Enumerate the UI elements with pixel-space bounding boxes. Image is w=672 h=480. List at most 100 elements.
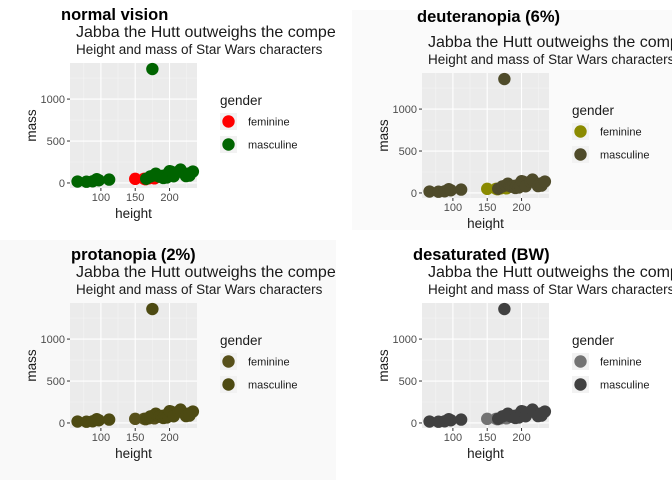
legend-swatch-feminine [222, 115, 235, 128]
x-axis-title: height [115, 206, 152, 221]
panel-label: normal vision [61, 6, 168, 24]
data-point-masculine [102, 413, 116, 426]
legend: gender feminine masculine [572, 103, 650, 163]
y-tick-label: 1000 [393, 334, 417, 346]
data-point-feminine [129, 412, 142, 426]
legend-label-masculine: masculine [248, 380, 298, 392]
data-point-masculine [92, 414, 106, 427]
x-tick-label: 100 [444, 202, 462, 214]
chart-subtitle: Height and mass of Star Wars characters [76, 42, 323, 57]
legend: gender feminine masculine [220, 93, 298, 153]
data-point-masculine [498, 302, 511, 316]
chart-title: Jabba the Hutt outweighs the competition [428, 264, 672, 281]
data-point-masculine [186, 165, 200, 178]
x-tick-label: 200 [512, 202, 530, 214]
legend-label-feminine: feminine [600, 357, 642, 369]
legend-label-feminine: feminine [600, 127, 642, 139]
x-axis-title: height [115, 446, 152, 461]
y-tick-label: 500 [47, 136, 65, 148]
legend: gender feminine masculine [220, 333, 298, 393]
data-point-masculine [444, 414, 458, 427]
chart-subtitle: Height and mass of Star Wars characters [76, 282, 323, 297]
data-point-masculine [186, 405, 200, 418]
y-axis-title: mass [24, 109, 39, 142]
x-tick-label: 100 [92, 432, 110, 444]
chart-panel-4: Jabba the Hutt outweighs the competition… [352, 240, 672, 480]
data-point-masculine [423, 185, 436, 198]
chart-subtitle: Height and mass of Star Wars characters [428, 282, 672, 297]
data-point-masculine [71, 175, 84, 188]
y-tick-label: 1000 [393, 104, 417, 116]
legend-swatch-masculine [574, 378, 587, 391]
legend: gender feminine masculine [572, 333, 650, 393]
y-tick-label: 0 [59, 178, 65, 190]
legend-swatch-feminine [574, 125, 587, 138]
y-tick-label: 1000 [41, 334, 65, 346]
data-point-masculine [92, 174, 106, 187]
y-tick-label: 1000 [41, 94, 65, 106]
legend-swatch-masculine [222, 138, 235, 151]
chart-title: Jabba the Hutt outweighs the competition [76, 24, 370, 41]
x-tick-label: 200 [160, 432, 178, 444]
x-axis-title: height [467, 446, 504, 461]
x-axis-title: height [467, 216, 504, 231]
legend-title: gender [572, 103, 615, 118]
x-tick-label: 200 [512, 432, 530, 444]
data-point-masculine [102, 173, 116, 186]
data-point-masculine [454, 183, 468, 196]
x-tick-label: 150 [126, 192, 144, 204]
chart-title: Jabba the Hutt outweighs the competition [76, 264, 370, 281]
chart-panel-3: Jabba the Hutt outweighs the competition… [0, 240, 370, 480]
data-point-masculine [423, 415, 436, 428]
panel-label: protanopia (2%) [71, 246, 196, 264]
x-tick-label: 150 [126, 432, 144, 444]
y-tick-label: 0 [411, 418, 417, 430]
y-tick-label: 0 [59, 418, 65, 430]
y-axis-title: mass [376, 119, 391, 152]
legend-label-feminine: feminine [248, 357, 290, 369]
y-tick-label: 500 [399, 376, 417, 388]
legend-swatch-feminine [574, 355, 587, 368]
panel-content: Jabba the Hutt outweighs the competition… [376, 264, 672, 461]
data-point-masculine [454, 413, 468, 426]
panel-content: Jabba the Hutt outweighs the competition… [24, 264, 370, 461]
legend-swatch-masculine [574, 148, 587, 161]
legend-title: gender [220, 93, 263, 108]
legend-title: gender [572, 333, 615, 348]
x-tick-label: 150 [478, 432, 496, 444]
y-axis-title: mass [24, 349, 39, 382]
chart-panel-2: Jabba the Hutt outweighs the competition… [352, 8, 672, 231]
legend-label-masculine: masculine [600, 380, 650, 392]
x-tick-label: 100 [92, 192, 110, 204]
data-point-masculine [498, 72, 511, 86]
panel-content: Jabba the Hutt outweighs the competition… [24, 24, 370, 221]
data-point-masculine [444, 184, 458, 197]
data-point-feminine [481, 412, 494, 426]
legend-label-masculine: masculine [600, 150, 650, 162]
chart-subtitle: Height and mass of Star Wars characters [428, 52, 672, 67]
data-point-masculine [146, 62, 159, 76]
panel-label: desaturated (BW) [413, 246, 550, 264]
data-point-feminine [481, 182, 494, 196]
y-tick-label: 0 [411, 188, 417, 200]
data-point-masculine [538, 175, 552, 188]
x-tick-label: 150 [478, 202, 496, 214]
data-point-masculine [71, 415, 84, 428]
legend-swatch-feminine [222, 355, 235, 368]
legend-swatch-masculine [222, 378, 235, 391]
x-tick-label: 200 [160, 192, 178, 204]
legend-label-masculine: masculine [248, 140, 298, 152]
legend-label-feminine: feminine [248, 117, 290, 129]
data-point-feminine [129, 172, 142, 186]
chart-title: Jabba the Hutt outweighs the competition [428, 34, 672, 51]
y-tick-label: 500 [47, 376, 65, 388]
legend-title: gender [220, 333, 263, 348]
y-tick-label: 500 [399, 146, 417, 158]
data-point-masculine [538, 405, 552, 418]
chart-panel-1: Jabba the Hutt outweighs the competition… [0, 0, 370, 240]
panel-content: Jabba the Hutt outweighs the competition… [376, 34, 672, 231]
panel-label: deuteranopia (6%) [417, 8, 560, 26]
x-tick-label: 100 [444, 432, 462, 444]
y-axis-title: mass [376, 349, 391, 382]
